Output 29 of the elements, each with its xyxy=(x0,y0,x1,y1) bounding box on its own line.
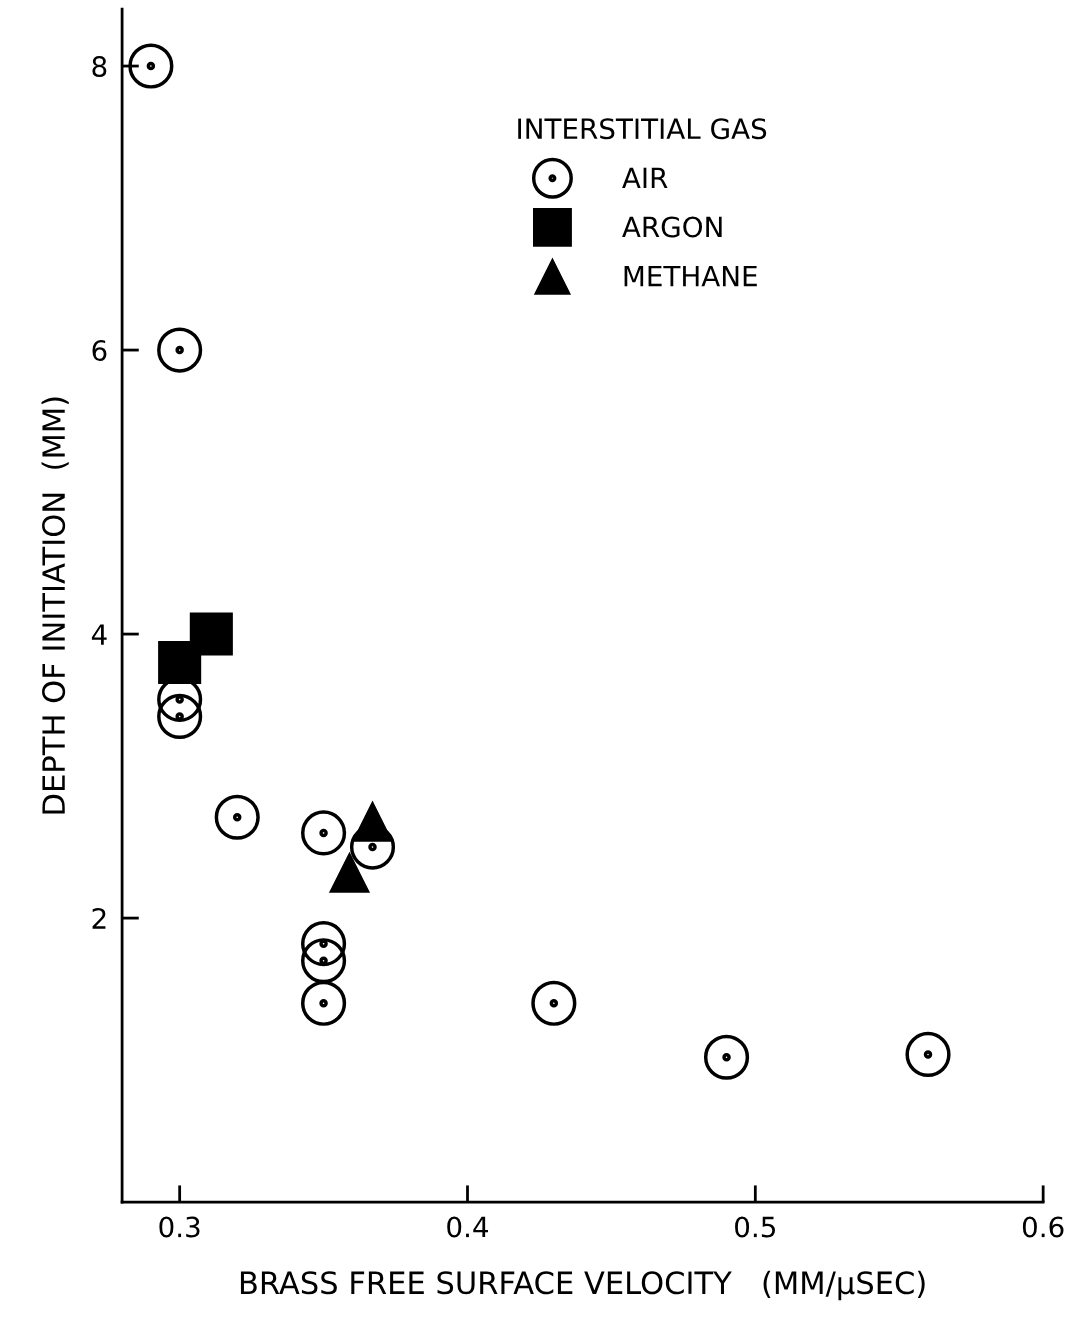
point xyxy=(703,1034,750,1080)
point xyxy=(128,43,174,89)
point xyxy=(531,980,577,1026)
point xyxy=(157,693,203,740)
x-tick-label: 0.3 xyxy=(159,1216,200,1238)
legend-label: AIR xyxy=(622,167,668,188)
point xyxy=(301,810,347,856)
point xyxy=(301,921,347,967)
legend-label: METHANE xyxy=(624,265,757,287)
point xyxy=(301,938,347,984)
point xyxy=(301,980,347,1026)
point xyxy=(905,1031,951,1077)
x-axis-title: BRASS FREE SURFACE VELOCITY (MM/μSEC) xyxy=(240,1270,925,1301)
point xyxy=(214,794,260,840)
point xyxy=(158,640,202,685)
y-tick-label: 6 xyxy=(92,340,107,362)
point xyxy=(157,327,203,373)
y-axis-title: DEPTH OF INITIATION (MM) xyxy=(41,397,69,814)
x-tick-label: 0.4 xyxy=(447,1216,489,1238)
legend-title: INTERSTITIAL GAS xyxy=(518,118,767,140)
point xyxy=(329,852,370,893)
y-tick-label: 8 xyxy=(92,55,107,77)
y-tick-label: 4 xyxy=(91,624,107,645)
y-tick-label: 2 xyxy=(92,908,106,929)
x-tick-label: 0.5 xyxy=(735,1216,775,1238)
point xyxy=(189,612,233,656)
point xyxy=(352,801,393,842)
x-tick-label: 0.6 xyxy=(1022,1216,1064,1238)
legend-label: ARGON xyxy=(622,216,722,238)
